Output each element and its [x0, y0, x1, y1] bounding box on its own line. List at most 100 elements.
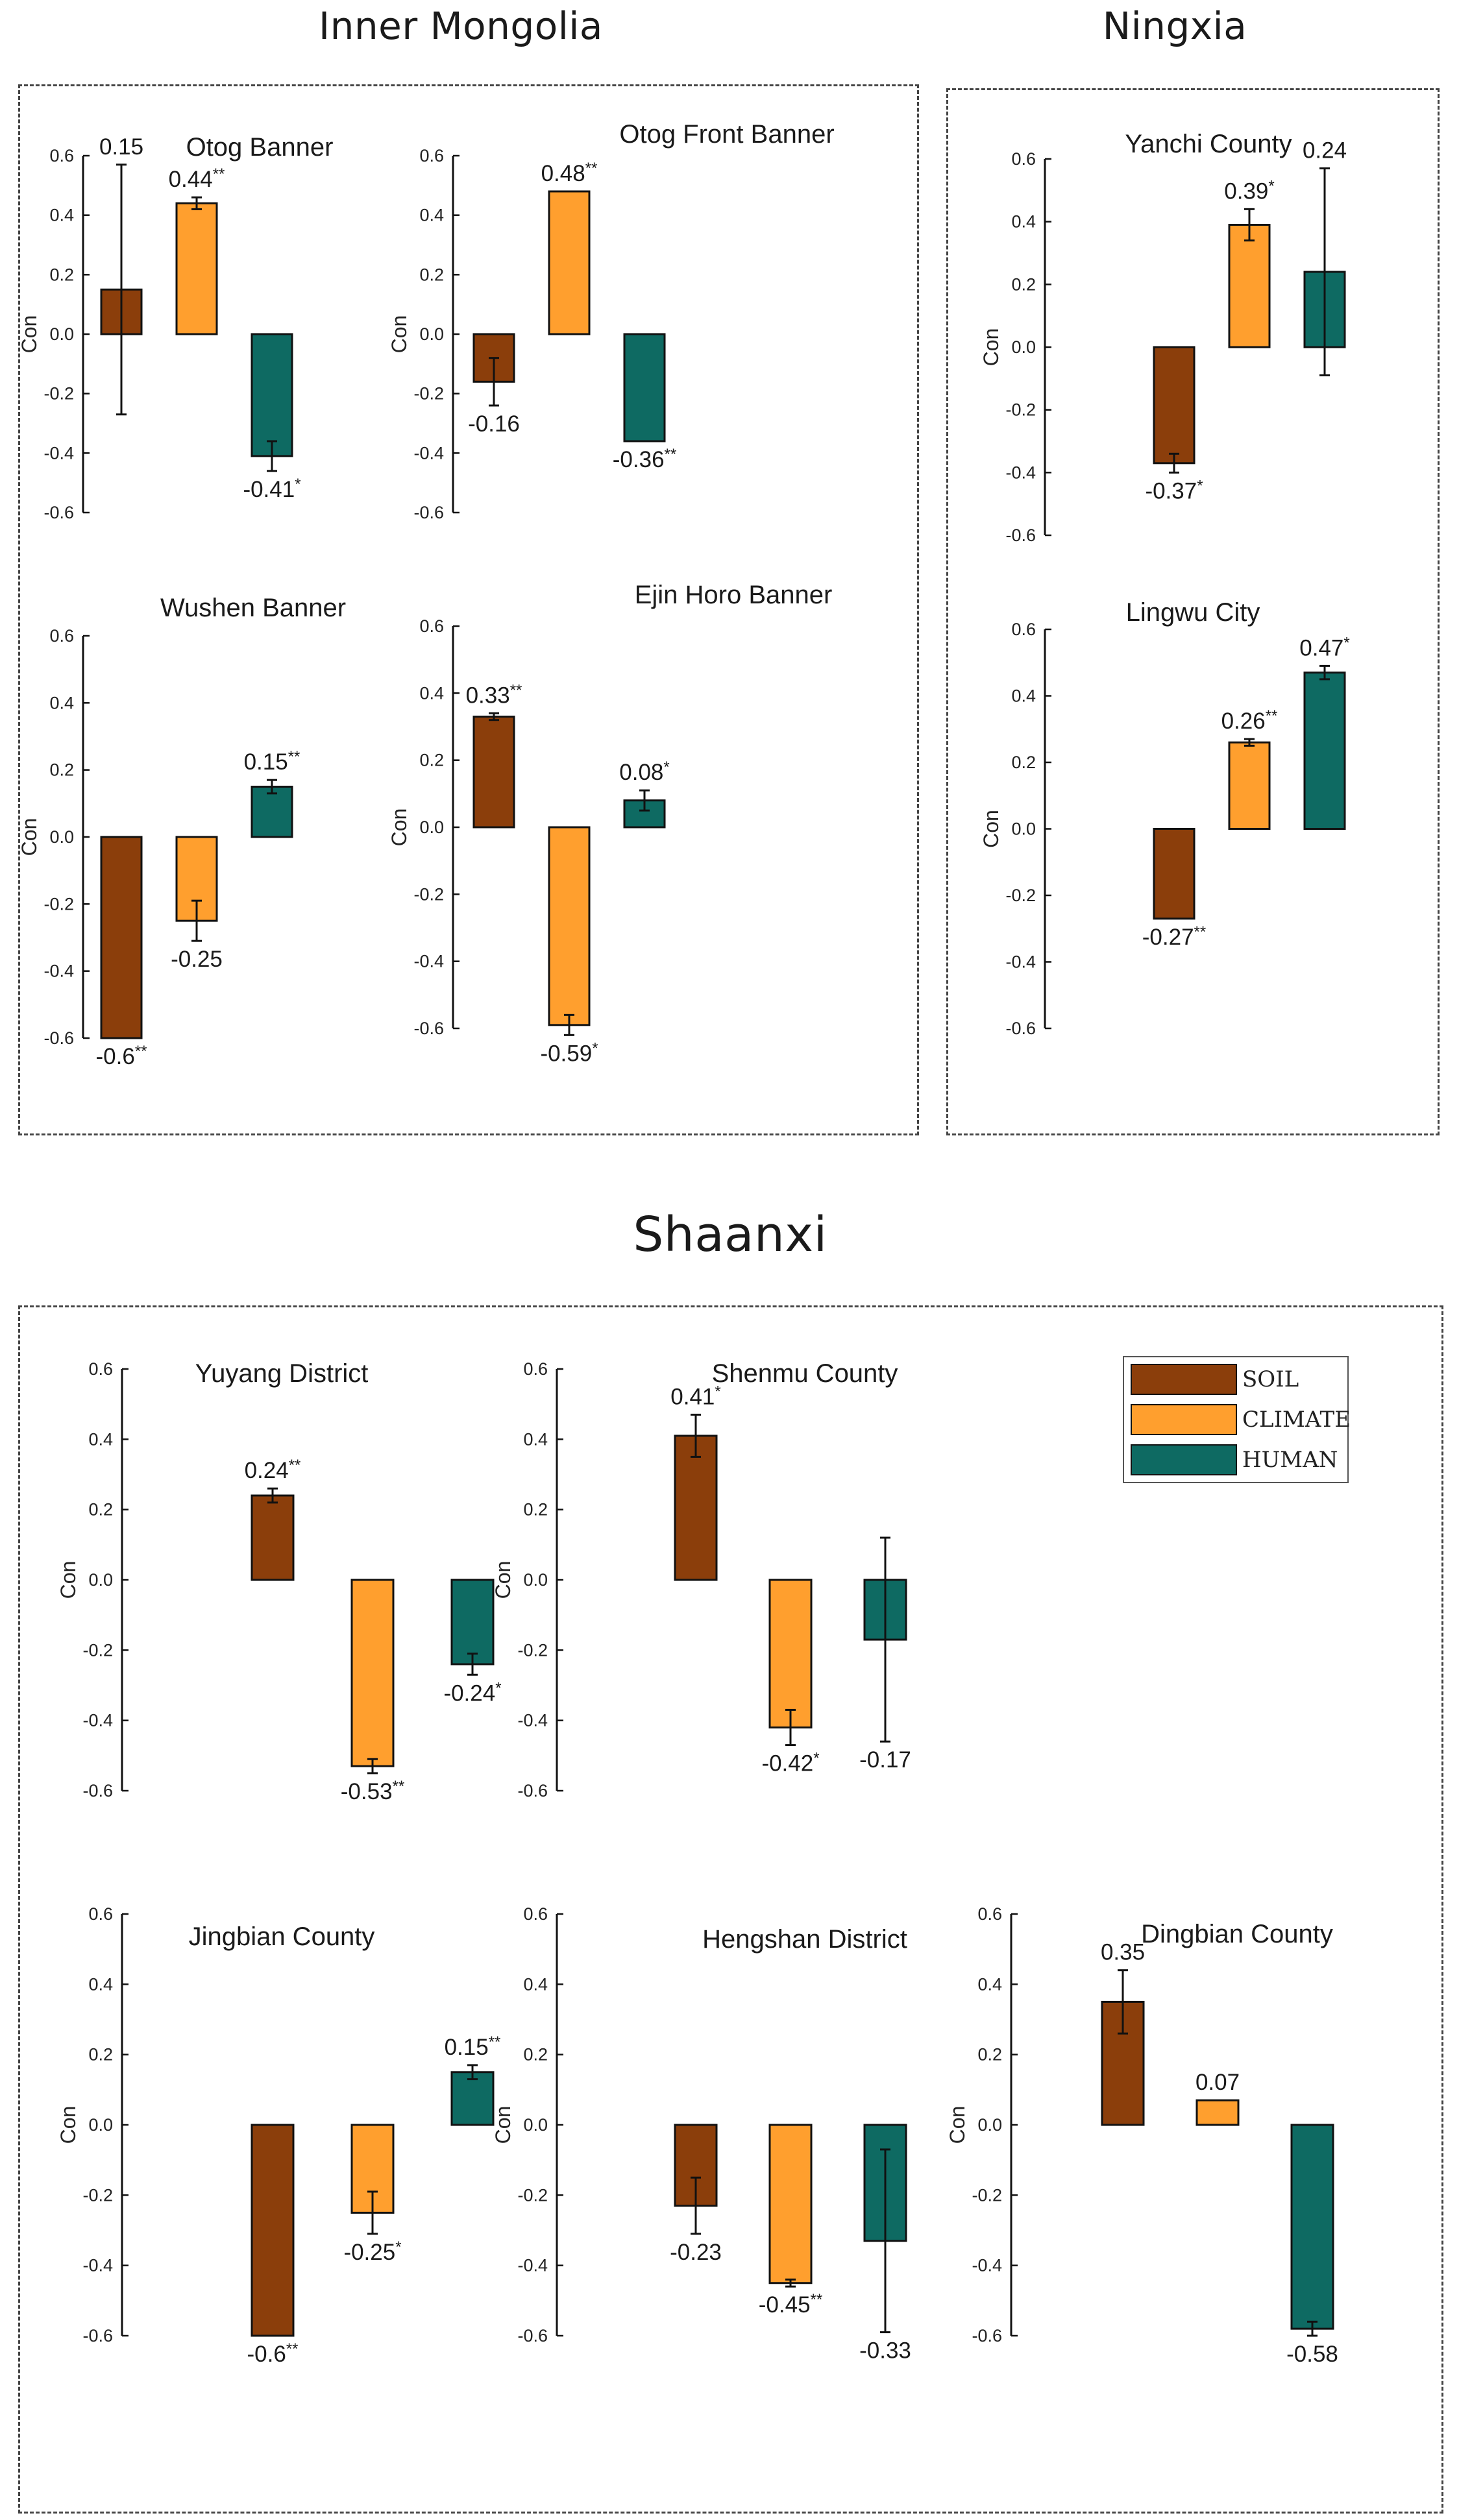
data-label: 0.15**	[244, 748, 300, 775]
legend-label-human: HUMAN	[1242, 1447, 1338, 1473]
y-tick-label: 0.4	[49, 693, 74, 712]
y-tick-label: 0.0	[1011, 819, 1036, 839]
bar-climate	[768, 2124, 813, 2284]
data-label: 0.24	[1303, 138, 1347, 164]
bar-climate	[175, 202, 218, 335]
data-label: 0.39*	[1224, 177, 1274, 204]
y-tick-label: 0.0	[49, 324, 74, 344]
y-tick-label: -0.6	[1005, 1019, 1036, 1038]
region-title-inner-mongolia: Inner Mongolia	[319, 4, 603, 48]
y-axis-label: Con	[979, 810, 1003, 848]
y-tick-label: 0.6	[1011, 620, 1036, 639]
y-tick-label: -0.2	[1005, 886, 1036, 905]
y-tick-label: -0.6	[1005, 526, 1036, 545]
bar-human	[251, 333, 293, 457]
chart-title: Hengshan District	[702, 1925, 907, 1954]
data-label: -0.6**	[247, 2340, 299, 2367]
bar-soil	[251, 2124, 295, 2337]
y-tick-label: 0.4	[1011, 686, 1036, 706]
y-tick-label: 0.6	[977, 1904, 1002, 1924]
chart-dingbian-county: 0.6 0.4 0.2 0.0 -0.2 -0.4 -0.6 Con Dingbian Coun…	[946, 1904, 1338, 2367]
y-tick-label: -0.2	[82, 2185, 113, 2205]
data-label: 0.24**	[245, 1457, 301, 1483]
chart-title: Lingwu City	[1126, 598, 1260, 627]
legend: SOIL CLIMATE HUMAN	[1123, 1356, 1351, 1483]
y-axis-label: Con	[979, 328, 1003, 367]
y-tick-label: 0.6	[88, 1359, 113, 1379]
chart-lingwu-city: 0.6 0.4 0.2 0.0 -0.2 -0.4 -0.6 Con Lingwu City -0…	[979, 598, 1350, 1038]
bar-climate	[548, 190, 591, 335]
data-label: -0.24*	[443, 1679, 501, 1706]
chart-title: Wushen Banner	[160, 594, 346, 622]
bar-climate	[1195, 2099, 1240, 2126]
chart-title: Shenmu County	[712, 1359, 898, 1388]
y-tick-label: -0.6	[43, 1028, 74, 1048]
y-tick-label: -0.4	[43, 962, 74, 981]
y-tick-label: -0.6	[413, 503, 444, 522]
y-tick-label: 0.4	[419, 206, 444, 225]
y-tick-label: 0.6	[49, 626, 74, 646]
y-tick-label: -0.4	[82, 1711, 113, 1730]
data-label: -0.27**	[1142, 923, 1206, 950]
data-label: 0.15	[99, 134, 143, 160]
data-label: 0.26**	[1221, 707, 1278, 734]
data-label: -0.25	[171, 947, 223, 972]
data-label: -0.33	[859, 2338, 911, 2364]
y-axis-label: Con	[946, 2106, 969, 2144]
chart-yanchi-county: 0.6 0.4 0.2 0.0 -0.2 -0.4 -0.6 Con Yanchi County…	[979, 130, 1347, 545]
chart-title: Otog Banner	[186, 133, 334, 162]
legend-label-climate: CLIMATE	[1242, 1407, 1351, 1433]
bar-climate	[548, 826, 591, 1026]
inner-mongolia-panel	[18, 84, 919, 1135]
y-tick-label: -0.4	[1005, 952, 1036, 972]
y-tick-label: 0.0	[49, 827, 74, 847]
chart-jingbian-county: 0.6 0.4 0.2 0.0 -0.2 -0.4 -0.6 Con Jingbian Coun…	[56, 1904, 501, 2367]
data-label: 0.15**	[445, 2033, 501, 2060]
legend-label-soil: SOIL	[1242, 1366, 1299, 1392]
y-tick-label: -0.4	[1005, 463, 1036, 482]
y-tick-label: -0.4	[517, 2256, 548, 2275]
legend-swatch-human	[1131, 1444, 1237, 1475]
chart-title: Yanchi County	[1125, 130, 1292, 158]
y-tick-label: -0.2	[43, 384, 74, 404]
y-tick-label: 0.2	[523, 2045, 548, 2065]
data-label: -0.25*	[343, 2238, 401, 2265]
data-label: 0.35	[1101, 1940, 1145, 1965]
data-label: 0.08*	[619, 758, 669, 785]
y-tick-label: 0.4	[1011, 212, 1036, 232]
chart-title: Otog Front Banner	[619, 120, 834, 149]
data-label: -0.45**	[759, 2291, 822, 2318]
y-tick-label: 0.4	[88, 1429, 113, 1449]
y-tick-label: -0.4	[972, 2256, 1002, 2275]
chart-title: Yuyang District	[195, 1359, 369, 1388]
y-tick-label: 0.2	[419, 265, 444, 284]
y-tick-label: -0.6	[413, 1019, 444, 1038]
legend-item-human: HUMAN	[1131, 1443, 1338, 1477]
y-tick-label: 0.6	[1011, 149, 1036, 169]
y-tick-label: 0.4	[523, 1974, 548, 1994]
y-tick-label: 0.0	[523, 2115, 548, 2135]
y-tick-label: -0.6	[517, 1781, 548, 1800]
y-tick-label: 0.2	[1011, 753, 1036, 772]
data-label: -0.58	[1286, 2342, 1338, 2367]
y-tick-label: 0.4	[977, 1974, 1002, 1994]
data-label: 0.44**	[169, 165, 225, 192]
y-tick-label: 0.2	[88, 1500, 113, 1520]
y-axis-label: Con	[491, 1561, 515, 1599]
y-tick-label: -0.2	[1005, 400, 1036, 420]
bar-human	[251, 786, 293, 838]
y-tick-label: -0.6	[972, 2326, 1002, 2345]
bar-soil	[1153, 828, 1195, 920]
shaanxi-panel	[18, 1305, 1443, 2514]
y-tick-label: -0.2	[517, 1640, 548, 1660]
y-tick-label: 0.6	[419, 616, 444, 636]
chart-shenmu-county: 0.6 0.4 0.2 0.0 -0.2 -0.4 -0.6 Con Shenmu County…	[491, 1359, 911, 1800]
y-tick-label: -0.4	[517, 1711, 548, 1730]
y-tick-label: 0.2	[88, 2045, 113, 2065]
data-label: -0.53**	[341, 1778, 404, 1804]
data-label: -0.59*	[540, 1039, 598, 1066]
chart-title: Ejin Horo Banner	[635, 581, 833, 609]
data-label: -0.6**	[96, 1043, 147, 1069]
y-tick-label: 0.0	[88, 2115, 113, 2135]
y-tick-label: -0.2	[972, 2185, 1002, 2205]
